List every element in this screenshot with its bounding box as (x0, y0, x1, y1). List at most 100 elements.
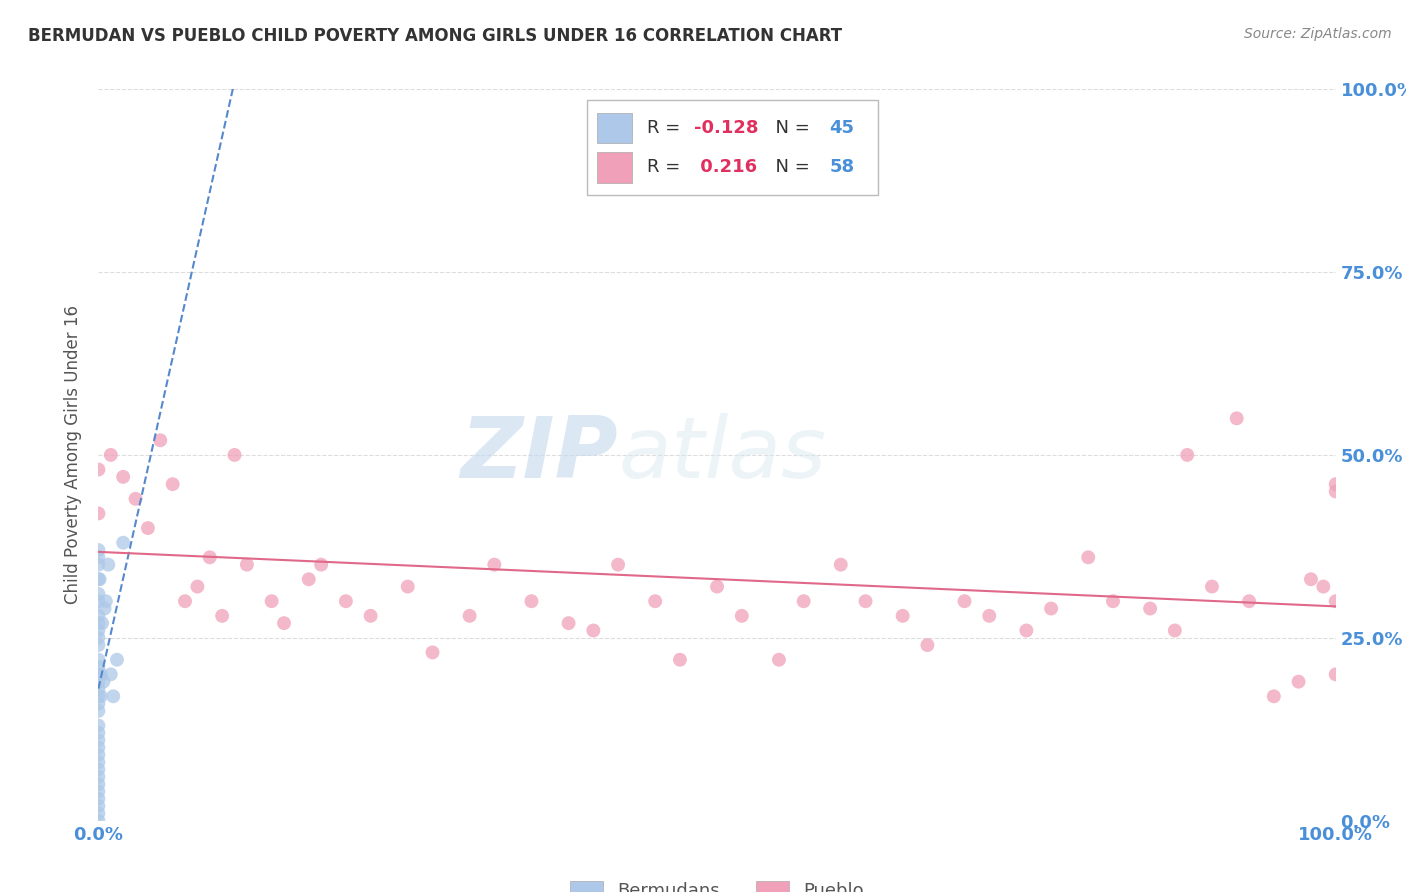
Point (224, 448, 246, 462)
Point (103, 690, 125, 704)
Point (1324, 594, 1347, 608)
Point (979, 608, 1001, 623)
Point (706, 580, 728, 594)
Point (87, 681, 110, 696)
Point (298, 572, 321, 586)
Legend: Bermudans, Pueblo: Bermudans, Pueblo (564, 873, 870, 892)
Point (87, 791, 110, 805)
Point (309, 558, 332, 572)
Point (1175, 448, 1198, 462)
Text: R =: R = (647, 159, 686, 177)
Point (87, 784, 110, 798)
Point (87, 690, 110, 704)
Point (87, 616, 110, 631)
Point (87, 572, 110, 586)
Point (87, 631, 110, 645)
Point (1077, 550, 1099, 565)
Point (90, 690, 112, 704)
Point (94, 594, 117, 608)
Point (87, 558, 110, 572)
Point (1164, 624, 1187, 638)
Point (1299, 572, 1322, 586)
Point (100, 667, 122, 681)
Point (87, 594, 110, 608)
Point (87, 777, 110, 791)
Point (91, 616, 114, 631)
Text: 45: 45 (830, 119, 855, 137)
Point (1040, 601, 1063, 615)
Point (105, 653, 128, 667)
Bar (598, 153, 631, 183)
Point (607, 558, 630, 572)
Text: 58: 58 (830, 159, 855, 177)
Text: R =: R = (647, 119, 686, 137)
Point (1226, 411, 1249, 425)
Point (273, 616, 295, 631)
Point (87, 770, 110, 784)
Point (582, 624, 605, 638)
Point (87, 674, 110, 689)
Point (124, 491, 146, 506)
Point (90, 667, 112, 681)
Text: ZIP: ZIP (460, 413, 619, 497)
Point (422, 645, 444, 659)
Point (97, 558, 120, 572)
Point (93, 674, 115, 689)
Point (830, 558, 852, 572)
Point (644, 594, 666, 608)
Point (87, 740, 110, 755)
Point (87, 624, 110, 638)
Text: 0.216: 0.216 (693, 159, 756, 177)
Point (917, 638, 939, 652)
Point (793, 594, 815, 608)
Point (87, 608, 110, 623)
Point (174, 594, 197, 608)
Point (87, 755, 110, 769)
Point (87, 733, 110, 747)
Text: Source: ZipAtlas.com: Source: ZipAtlas.com (1244, 27, 1392, 41)
Point (557, 616, 579, 631)
Point (136, 521, 159, 535)
Point (87, 462, 110, 476)
Point (484, 558, 506, 572)
Point (93, 601, 115, 615)
Point (87, 507, 110, 521)
Point (112, 535, 135, 549)
Point (396, 580, 419, 594)
Point (87, 726, 110, 740)
Point (1324, 484, 1347, 499)
Point (360, 608, 382, 623)
Point (1288, 674, 1310, 689)
Point (89, 572, 111, 586)
Point (162, 477, 184, 491)
Point (855, 594, 877, 608)
Point (87, 587, 110, 601)
Point (1312, 580, 1334, 594)
Y-axis label: Child Poverty Among Girls Under 16: Child Poverty Among Girls Under 16 (65, 305, 83, 605)
Point (100, 448, 122, 462)
Point (1263, 690, 1285, 704)
Point (87, 697, 110, 711)
Point (87, 667, 110, 681)
Text: N =: N = (763, 119, 815, 137)
Point (1139, 601, 1161, 615)
Point (87, 638, 110, 652)
Point (768, 653, 790, 667)
Point (1015, 624, 1038, 638)
Point (891, 608, 914, 623)
Point (186, 580, 208, 594)
Bar (598, 112, 631, 144)
Point (1324, 477, 1347, 491)
Point (87, 799, 110, 814)
Point (211, 608, 233, 623)
Point (198, 550, 221, 565)
Point (236, 558, 259, 572)
Point (87, 718, 110, 732)
Point (260, 594, 283, 608)
Point (1102, 594, 1125, 608)
Point (87, 747, 110, 762)
Text: BERMUDAN VS PUEBLO CHILD POVERTY AMONG GIRLS UNDER 16 CORRELATION CHART: BERMUDAN VS PUEBLO CHILD POVERTY AMONG G… (28, 27, 842, 45)
Point (669, 653, 692, 667)
Point (87, 704, 110, 718)
Point (112, 470, 135, 484)
